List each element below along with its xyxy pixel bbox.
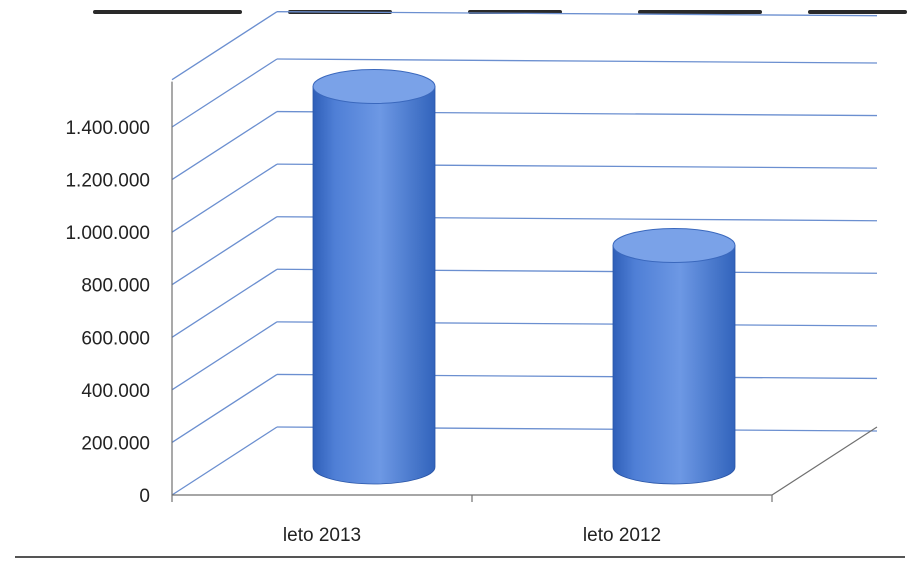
side-gridline <box>171 58 278 128</box>
y-tick-label: 1.400.000 <box>65 118 150 139</box>
y-tick-label: 200.000 <box>81 433 150 454</box>
x-tick-labels: leto 2013 leto 2012 <box>283 525 661 546</box>
bars <box>312 68 736 485</box>
side-gridline <box>171 111 278 181</box>
side-gridline <box>171 321 278 391</box>
bar-top <box>312 68 436 104</box>
y-tick-label: 800.000 <box>81 276 150 297</box>
x-tick-label: leto 2013 <box>283 525 361 546</box>
bar-body <box>612 245 736 485</box>
gridlines <box>171 11 878 496</box>
bar-body <box>312 86 436 485</box>
side-gridline <box>171 268 278 338</box>
y-tick-label: 0 <box>139 486 150 507</box>
x-tick-label: leto 2012 <box>583 525 661 546</box>
y-tick-label: 1.000.000 <box>65 223 150 244</box>
bar-top <box>612 228 736 264</box>
back-gridline <box>276 11 878 17</box>
back-gridline <box>276 58 878 64</box>
y-tick-label: 600.000 <box>81 328 150 349</box>
axes <box>171 81 878 502</box>
side-gridline <box>171 163 278 233</box>
side-gridline <box>171 216 278 286</box>
bar-leto-2012 <box>612 228 736 485</box>
y-tick-labels: 0 200.000 400.000 600.000 800.000 1.000.000 1.… <box>65 118 150 507</box>
bar-leto-2013 <box>312 68 436 485</box>
side-gridline <box>171 426 278 496</box>
y-tick-label: 400.000 <box>81 381 150 402</box>
side-gridline <box>171 373 278 443</box>
y-tick-label: 1.200.000 <box>65 171 150 192</box>
floor-edge <box>172 426 878 496</box>
side-gridline <box>171 11 278 81</box>
